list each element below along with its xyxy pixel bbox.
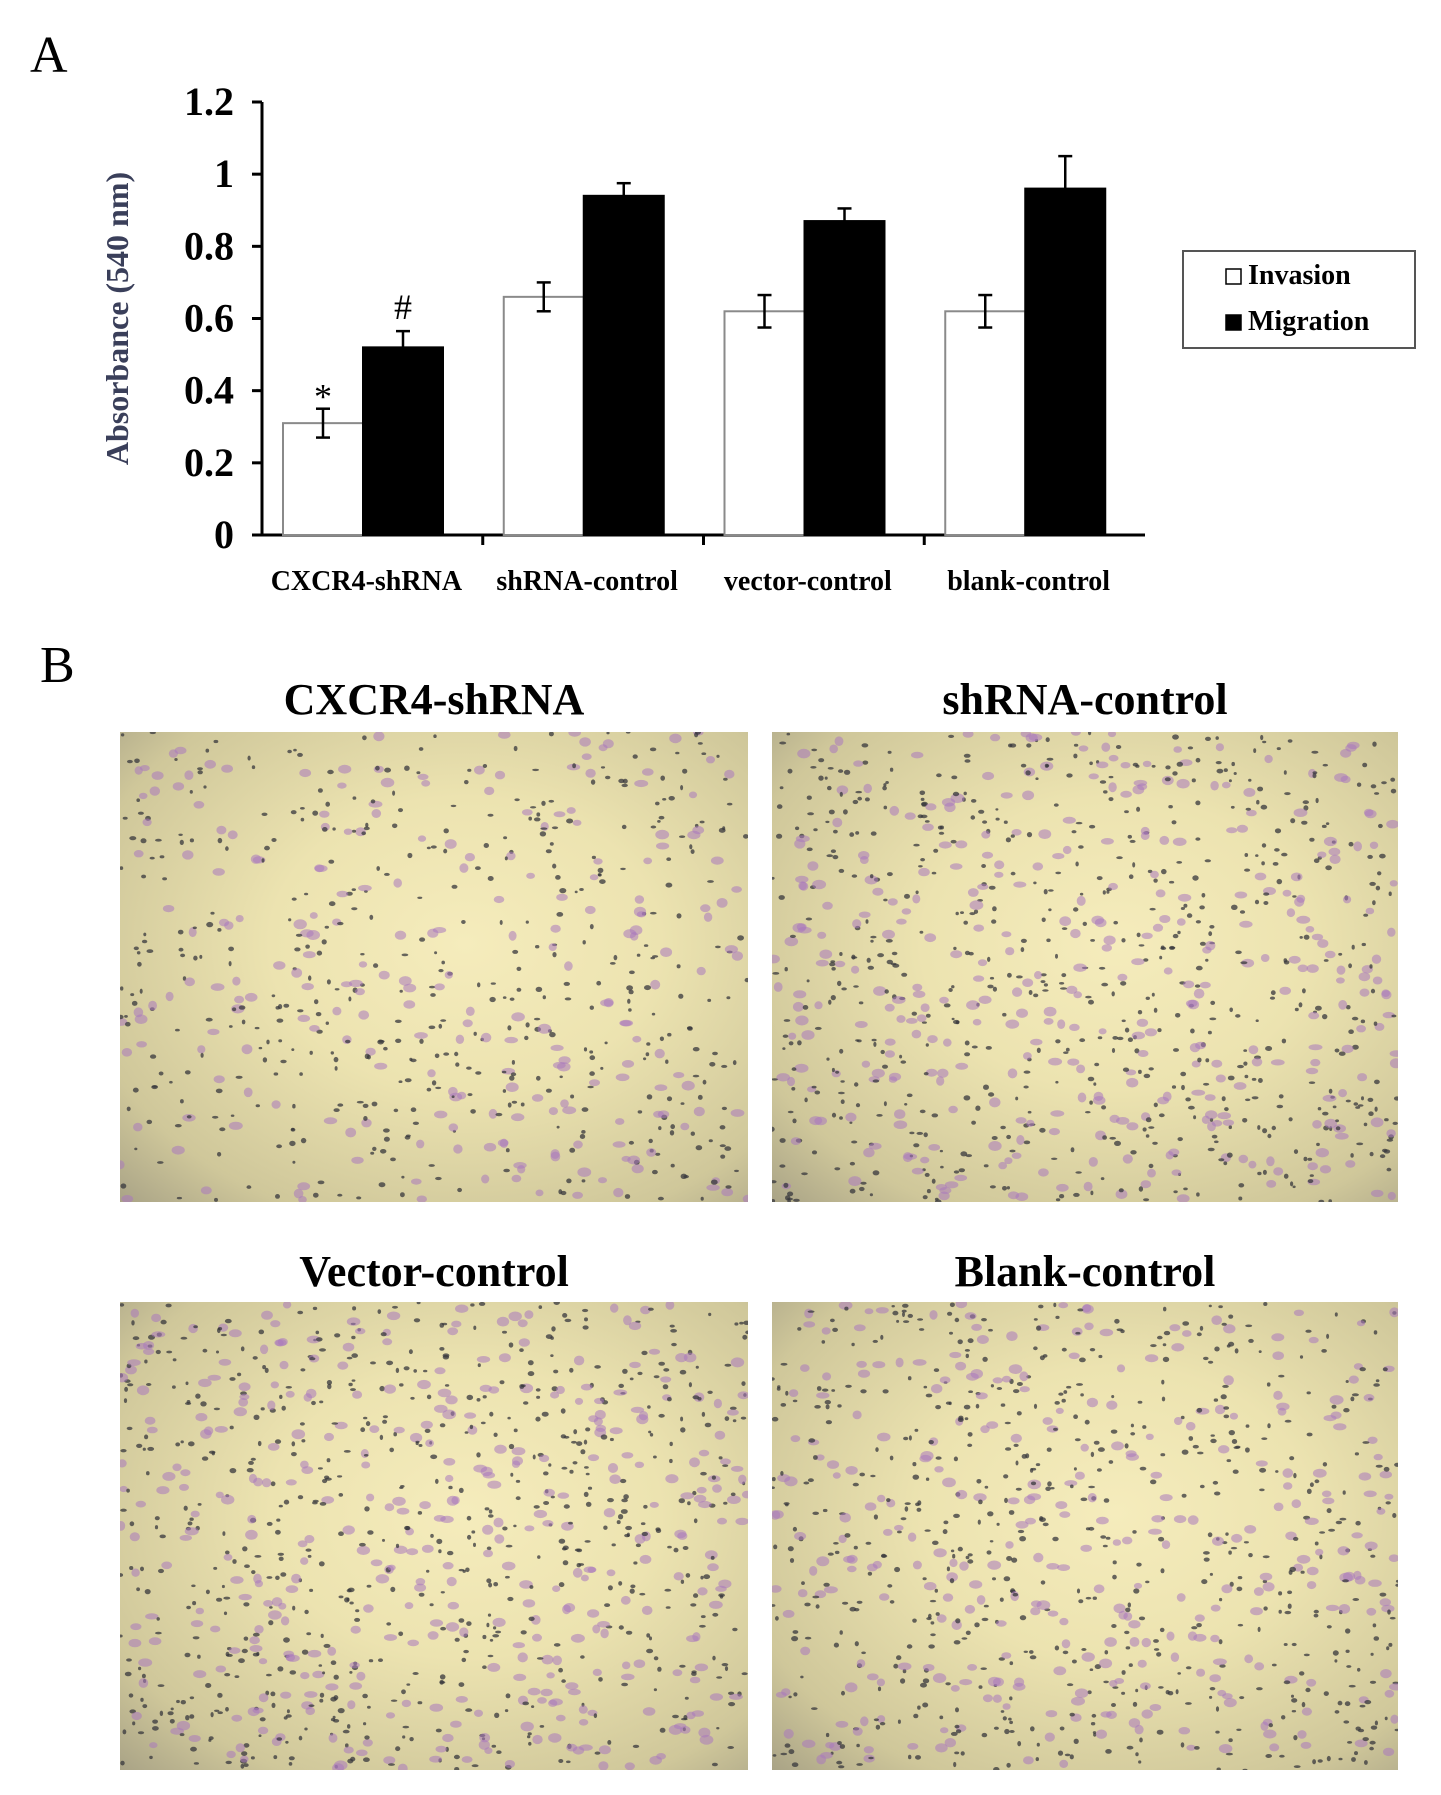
micrograph-cxcr4-shrna bbox=[120, 732, 748, 1202]
micrograph-title-shrna-control: shRNA-control bbox=[942, 675, 1228, 724]
y-tick-label: 1.2 bbox=[184, 79, 234, 124]
micrograph-blank-control bbox=[772, 1302, 1398, 1770]
micrograph-title-vector-control: Vector-control bbox=[299, 1247, 569, 1296]
x-tick-label: CXCR4-shRNA bbox=[271, 566, 463, 597]
y-tick-label: 0 bbox=[214, 512, 234, 557]
x-tick-label: blank-control bbox=[947, 566, 1110, 597]
cell-texture bbox=[120, 732, 748, 1202]
migration-bar bbox=[803, 220, 886, 536]
micrograph-title-cxcr4-shrna: CXCR4-shRNA bbox=[283, 675, 585, 724]
panel-a-label: A bbox=[30, 27, 68, 84]
significance-marker: # bbox=[394, 287, 412, 327]
y-tick-label: 1 bbox=[214, 151, 234, 196]
y-tick-label: 0.2 bbox=[184, 440, 234, 485]
invasion-bar bbox=[723, 310, 806, 536]
legend-swatch bbox=[1225, 314, 1242, 331]
legend-label: Invasion bbox=[1248, 260, 1351, 291]
y-tick-label: 0.8 bbox=[184, 223, 234, 268]
migration-bar bbox=[582, 194, 665, 536]
micrograph-title-blank-control: Blank-control bbox=[954, 1247, 1216, 1296]
y-axis-label: Absorbance (540 nm) bbox=[99, 172, 135, 465]
bar-chart: 0 0.2 0.4 0.6 0.8 1 1.2 Absorbance (540 nm) CXCR… bbox=[99, 79, 1416, 597]
legend-label: Migration bbox=[1248, 306, 1370, 337]
y-tick-label: 0.6 bbox=[184, 296, 234, 341]
invasion-bar bbox=[944, 310, 1027, 536]
invasion-bar bbox=[502, 295, 585, 536]
x-tick-label: vector-control bbox=[724, 566, 892, 597]
micrograph-vector-control bbox=[120, 1302, 748, 1770]
significance-marker: * bbox=[314, 377, 332, 417]
x-tick-label: shRNA-control bbox=[496, 566, 678, 597]
y-tick-label: 0.4 bbox=[184, 368, 234, 413]
invasion-bar bbox=[282, 422, 364, 536]
migration-bar bbox=[1024, 187, 1107, 536]
cell-texture bbox=[772, 1302, 1398, 1770]
legend-swatch bbox=[1225, 268, 1242, 285]
micrograph-shrna-control bbox=[772, 732, 1398, 1202]
panel-b-label: B bbox=[40, 637, 75, 694]
cell-texture bbox=[772, 732, 1398, 1202]
cell-texture bbox=[120, 1302, 748, 1770]
legend-box bbox=[1182, 250, 1416, 349]
migration-bar bbox=[362, 346, 444, 536]
